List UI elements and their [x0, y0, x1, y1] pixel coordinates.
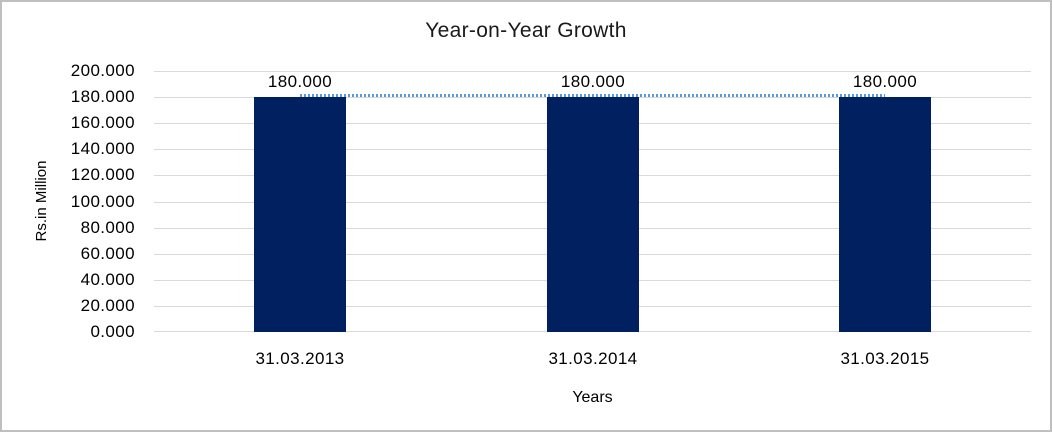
y-tick-label: 40.000 — [80, 270, 135, 289]
y-tick-label: 140.000 — [70, 139, 135, 158]
bar-value-label: 180.000 — [852, 72, 918, 91]
bar-value-label: 180.000 — [267, 72, 333, 91]
y-tick-label: 60.000 — [80, 244, 135, 263]
y-tick-label: 80.000 — [80, 218, 135, 237]
y-tick-label: 0.000 — [90, 322, 135, 341]
plot-area: 180.000 180.000 180.000 — [154, 71, 1031, 332]
x-category-label: 31.03.2015 — [840, 349, 930, 368]
y-tick-label: 180.000 — [70, 87, 135, 106]
y-tick-label: 200.000 — [70, 61, 135, 80]
bar-value-label: 180.000 — [560, 72, 626, 91]
y-tick-label: 20.000 — [80, 296, 135, 315]
y-tick-label: 120.000 — [70, 165, 135, 184]
x-axis-category-labels: 31.03.2013 31.03.2014 31.03.2015 — [154, 349, 1031, 371]
x-category-label: 31.03.2014 — [548, 349, 638, 368]
y-tick-label: 160.000 — [70, 113, 135, 132]
chart-title: Year-on-Year Growth — [425, 19, 627, 42]
trend-dotted-line — [300, 94, 885, 97]
y-axis-tick-labels: 200.000 180.000 160.000 140.000 120.000 100.0… — [2, 2, 135, 430]
x-category-label: 31.03.2013 — [255, 349, 345, 368]
bar — [839, 97, 931, 332]
gridline — [154, 71, 1031, 72]
x-axis-title: Years — [572, 389, 613, 406]
bar — [254, 97, 346, 332]
y-tick-label: 100.000 — [70, 192, 135, 211]
bar — [547, 97, 639, 332]
